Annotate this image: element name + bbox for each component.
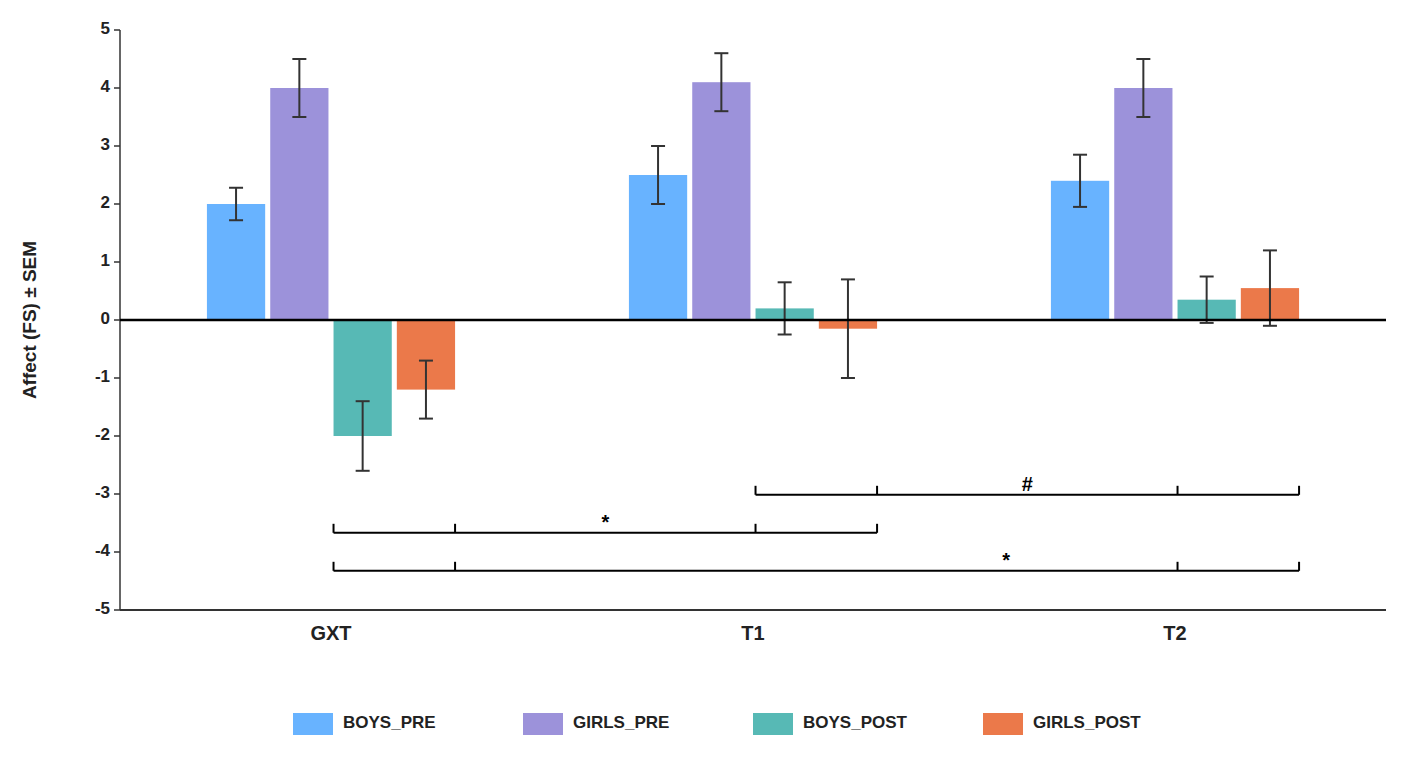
y-tick-label: -1 bbox=[95, 367, 110, 386]
y-tick bbox=[114, 435, 120, 437]
background bbox=[0, 0, 1416, 764]
significance-label: * bbox=[601, 511, 609, 533]
y-tick-label: -4 bbox=[95, 541, 111, 560]
y-tick bbox=[114, 87, 120, 89]
y-tick-label: 2 bbox=[101, 193, 110, 212]
significance-label: # bbox=[1022, 473, 1033, 495]
y-tick bbox=[114, 551, 120, 553]
error-bar bbox=[356, 401, 370, 471]
legend-swatch bbox=[293, 713, 333, 735]
error-bar bbox=[229, 188, 243, 220]
y-tick bbox=[114, 319, 120, 321]
bar bbox=[207, 204, 265, 320]
chart: -5 -4 -3 -2 -1 0 1 2 3 4 5 Affect (FS) ± SEM GXT T1 T2… bbox=[0, 0, 1416, 764]
legend: BOYS_PRE GIRLS_PRE BOYS_POST GIRLS_POST bbox=[293, 713, 1141, 735]
x-axis-line bbox=[120, 609, 1386, 611]
significance-label: * bbox=[1002, 549, 1010, 571]
error-bar bbox=[292, 59, 306, 117]
bar bbox=[1114, 88, 1172, 320]
y-tick bbox=[114, 609, 120, 611]
error-bar bbox=[841, 279, 855, 378]
y-tick bbox=[114, 203, 120, 205]
error-bar bbox=[1200, 277, 1214, 323]
legend-swatch bbox=[523, 713, 563, 735]
y-tick-label: 3 bbox=[101, 135, 110, 154]
y-tick-label: 0 bbox=[101, 309, 110, 328]
legend-swatch bbox=[983, 713, 1023, 735]
legend-label: GIRLS_PRE bbox=[573, 713, 669, 732]
error-bar bbox=[1263, 250, 1277, 325]
error-bar bbox=[1136, 59, 1150, 117]
significance-bracket bbox=[334, 562, 1300, 571]
y-tick-label: -5 bbox=[95, 599, 110, 618]
y-tick bbox=[114, 261, 120, 263]
x-tick-label: GXT bbox=[310, 622, 351, 644]
y-tick bbox=[114, 493, 120, 495]
y-tick-label: -3 bbox=[95, 483, 110, 502]
error-bar bbox=[419, 361, 433, 419]
y-tick-label: -2 bbox=[95, 425, 110, 444]
x-tick-label: T2 bbox=[1163, 622, 1186, 644]
error-bar bbox=[714, 53, 728, 111]
y-axis-label: Affect (FS) ± SEM bbox=[19, 241, 40, 399]
bar bbox=[692, 82, 750, 320]
y-tick bbox=[114, 29, 120, 31]
error-bar bbox=[1073, 155, 1087, 207]
x-tick-label: T1 bbox=[741, 622, 764, 644]
bar bbox=[270, 88, 328, 320]
error-bar bbox=[778, 282, 792, 334]
plot-area bbox=[207, 53, 1299, 471]
y-tick-label: 4 bbox=[101, 77, 111, 96]
legend-swatch bbox=[753, 713, 793, 735]
y-tick-label: 5 bbox=[101, 19, 110, 38]
y-tick bbox=[114, 377, 120, 379]
y-tick bbox=[114, 145, 120, 147]
y-tick-label: 1 bbox=[101, 251, 110, 270]
error-bar bbox=[651, 146, 665, 204]
legend-label: BOYS_POST bbox=[803, 713, 908, 732]
legend-label: BOYS_PRE bbox=[343, 713, 436, 732]
legend-label: GIRLS_POST bbox=[1033, 713, 1141, 732]
zero-line bbox=[120, 319, 1386, 322]
